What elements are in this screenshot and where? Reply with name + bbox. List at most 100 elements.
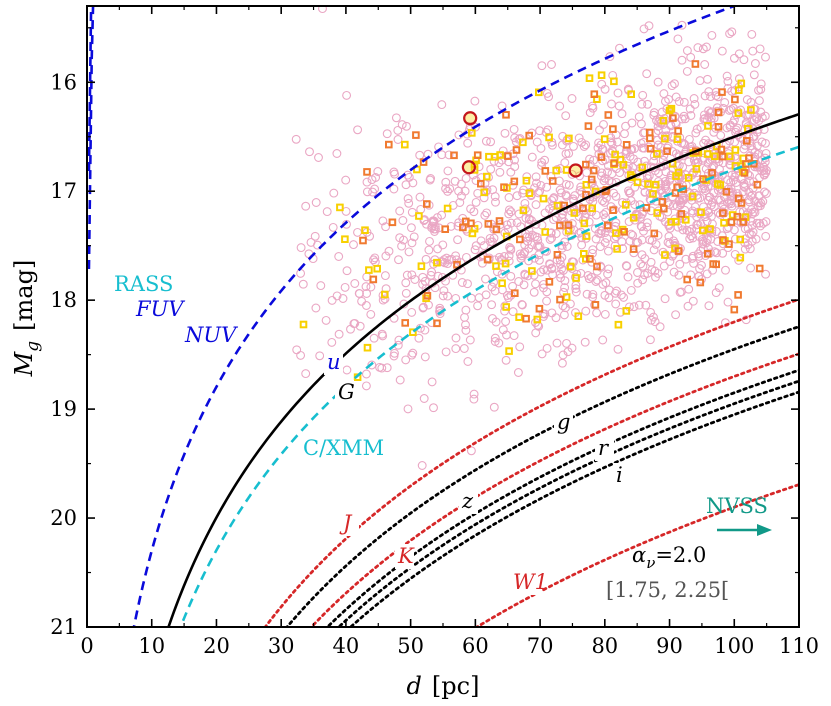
scatter-point xyxy=(296,350,306,360)
scatter-square xyxy=(502,303,510,311)
scatter-point xyxy=(619,292,629,302)
scatter-point xyxy=(440,258,450,268)
scatter-square xyxy=(714,123,723,131)
scatter-point xyxy=(377,329,387,339)
scatter-square xyxy=(528,267,536,275)
scatter-point xyxy=(501,355,511,365)
scatter-point xyxy=(757,113,767,123)
scatter-point xyxy=(630,200,640,210)
scatter-point xyxy=(704,112,714,122)
scatter-point xyxy=(723,175,733,185)
scatter-point xyxy=(697,260,706,270)
scatter-square xyxy=(651,180,660,189)
scatter-square xyxy=(388,218,397,227)
scatter-point xyxy=(637,250,647,260)
scatter-point xyxy=(640,187,650,197)
scatter-point xyxy=(688,251,698,261)
scatter-point xyxy=(703,74,712,84)
scatter-point xyxy=(693,249,703,259)
scatter-point xyxy=(461,305,471,315)
scatter-point xyxy=(292,345,302,355)
scatter-point xyxy=(500,306,510,316)
scatter-point xyxy=(357,296,367,306)
scatter-point xyxy=(536,143,546,153)
scatter-point xyxy=(560,283,570,293)
scatter-square xyxy=(658,198,667,206)
curve-label-rass: RASS xyxy=(114,272,173,296)
scatter-square xyxy=(525,189,534,197)
scatter-point xyxy=(712,248,721,258)
scatter-point xyxy=(296,243,306,253)
scatter-point xyxy=(418,279,428,289)
scatter-point xyxy=(321,315,331,325)
scatter-square xyxy=(516,235,524,244)
scatter-point xyxy=(362,177,372,187)
scatter-point xyxy=(527,152,537,162)
scatter-point xyxy=(551,313,561,323)
scatter-point xyxy=(673,34,683,44)
scatter-point xyxy=(721,265,730,275)
scatter-point xyxy=(362,289,372,298)
scatter-point xyxy=(674,97,684,106)
scatter-point xyxy=(690,99,700,109)
scatter-point xyxy=(406,223,416,233)
scatter-point xyxy=(466,204,476,214)
x-tick-label: 70 xyxy=(527,634,554,658)
scatter-point xyxy=(677,55,687,65)
scatter-square xyxy=(453,260,461,269)
scatter-point xyxy=(509,124,519,134)
scatter-point xyxy=(547,140,557,150)
scatter-square xyxy=(539,194,548,203)
scatter-square xyxy=(704,250,712,258)
scatter-point xyxy=(549,193,559,203)
scatter-point xyxy=(688,296,698,306)
scatter-point xyxy=(361,381,371,391)
scatter-point xyxy=(435,309,445,319)
scatter-point xyxy=(623,161,633,171)
scatter-point xyxy=(427,267,437,277)
scatter-square xyxy=(496,151,504,159)
scatter-point xyxy=(373,167,383,176)
scatter-square xyxy=(736,253,745,262)
scatter-point xyxy=(643,99,653,109)
scatter-point xyxy=(568,194,578,204)
scatter-square xyxy=(677,210,686,218)
annotations: NVSS αν=2.0 [1.75, 2.25[ xyxy=(606,494,772,602)
scatter-point xyxy=(463,279,472,289)
scatter-point xyxy=(402,121,411,131)
scatter-point xyxy=(531,172,541,182)
scatter-point xyxy=(395,375,405,385)
scatter-point xyxy=(542,182,552,192)
scatter-point xyxy=(667,81,677,91)
label-backing xyxy=(510,570,542,595)
scatter-point xyxy=(296,268,306,278)
scatter-point xyxy=(338,294,348,303)
scatter-point xyxy=(486,137,496,147)
highlight-layer xyxy=(461,111,583,178)
scatter-square xyxy=(572,274,580,282)
scatter-point xyxy=(744,229,754,239)
scatter-point xyxy=(688,233,698,243)
scatter-point xyxy=(613,88,623,98)
scatter-point xyxy=(574,133,584,143)
scatter-point xyxy=(567,343,577,353)
scatter-point xyxy=(702,269,712,279)
scatter-point xyxy=(693,43,703,53)
scatter-square xyxy=(423,200,431,208)
scatter-point xyxy=(332,291,342,301)
scatter-point xyxy=(695,76,705,86)
scatter-point xyxy=(456,179,466,189)
scatter-point xyxy=(638,275,648,285)
scatter-square xyxy=(612,229,620,237)
scatter-square xyxy=(718,88,726,96)
scatter-point xyxy=(760,187,769,197)
scatter-point xyxy=(761,231,771,241)
scatter-square xyxy=(492,225,501,234)
scatter-square xyxy=(495,217,504,225)
scatter-point xyxy=(707,30,717,40)
scatter-square xyxy=(373,264,381,273)
scatter-point xyxy=(425,236,434,246)
scatter-point xyxy=(758,218,768,228)
scatter-point xyxy=(438,291,448,301)
y-tick-label: 17 xyxy=(50,179,77,203)
